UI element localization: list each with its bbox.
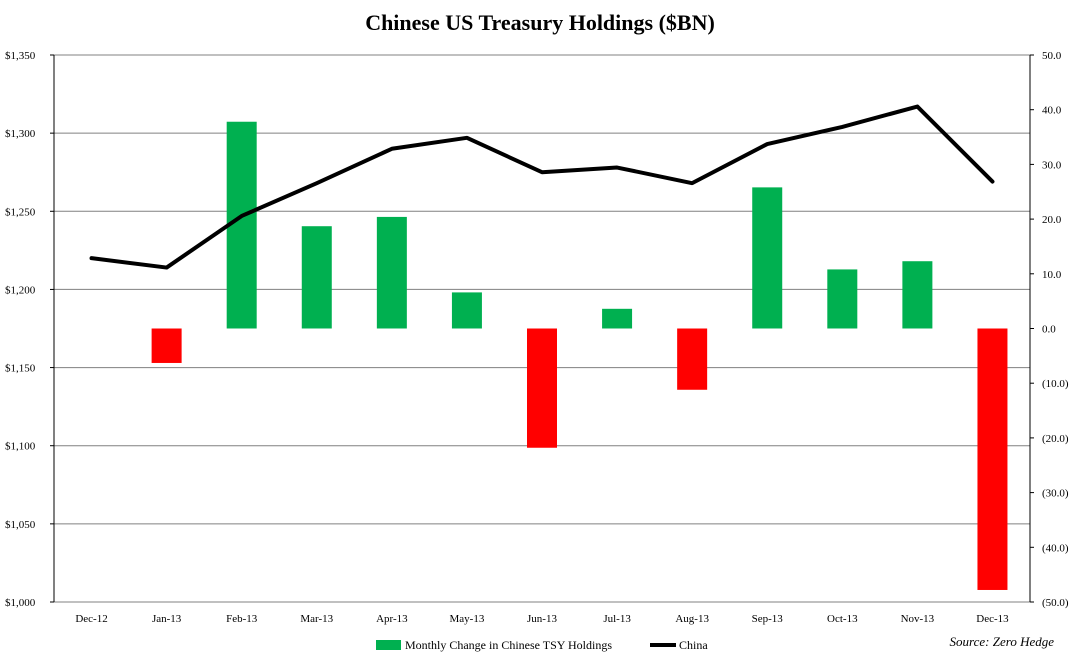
chart-title: Chinese US Treasury Holdings ($BN) bbox=[365, 10, 715, 35]
bar bbox=[977, 328, 1008, 590]
left-tick-label: $1,150 bbox=[5, 363, 36, 375]
x-tick-label: Feb-13 bbox=[226, 613, 258, 625]
left-tick-label: $1,000 bbox=[5, 597, 36, 609]
left-tick-label: $1,300 bbox=[5, 128, 36, 140]
left-tick-label: $1,200 bbox=[5, 284, 36, 296]
left-tick-label: $1,250 bbox=[5, 206, 36, 218]
x-tick-label: Mar-13 bbox=[300, 613, 333, 625]
x-tick-label: Dec-12 bbox=[75, 613, 107, 625]
right-tick-label: 40.0 bbox=[1042, 105, 1062, 117]
x-tick-label: Nov-13 bbox=[901, 613, 935, 625]
right-tick-label: (30.0) bbox=[1042, 488, 1069, 500]
right-tick-label: 20.0 bbox=[1042, 214, 1062, 226]
right-tick-label: 50.0 bbox=[1042, 50, 1062, 62]
bar bbox=[827, 269, 858, 329]
left-tick-label: $1,350 bbox=[5, 50, 36, 62]
x-tick-label: Jul-13 bbox=[603, 613, 631, 625]
x-tick-label: Jun-13 bbox=[527, 613, 557, 625]
source-note: Source: Zero Hedge bbox=[949, 634, 1054, 649]
legend-label-line: China bbox=[679, 638, 708, 652]
right-tick-label: 30.0 bbox=[1042, 159, 1062, 171]
right-tick-label: 0.0 bbox=[1042, 324, 1056, 336]
x-tick-label: Apr-13 bbox=[376, 613, 408, 625]
right-tick-label: (40.0) bbox=[1042, 542, 1069, 554]
legend-swatch-bars bbox=[376, 640, 401, 650]
series-line-china bbox=[89, 104, 995, 270]
x-tick-label: Aug-13 bbox=[675, 613, 709, 625]
x-tick-label: Oct-13 bbox=[827, 613, 858, 625]
bar bbox=[451, 292, 482, 329]
right-tick-label: 10.0 bbox=[1042, 269, 1062, 281]
x-tick-label: Jan-13 bbox=[152, 613, 182, 625]
bar bbox=[376, 216, 407, 329]
right-tick-label: (20.0) bbox=[1042, 433, 1069, 445]
bar bbox=[902, 261, 933, 329]
right-tick-label: (10.0) bbox=[1042, 378, 1069, 390]
bar bbox=[301, 226, 332, 329]
legend-label-bars: Monthly Change in Chinese TSY Holdings bbox=[405, 638, 612, 652]
left-tick-label: $1,100 bbox=[5, 441, 36, 453]
x-tick-label: Sep-13 bbox=[752, 613, 784, 625]
bar bbox=[527, 328, 557, 448]
bar bbox=[752, 187, 783, 329]
bar bbox=[677, 328, 708, 390]
right-tick-label: (50.0) bbox=[1042, 597, 1069, 609]
x-tick-label: Dec-13 bbox=[976, 613, 1009, 625]
left-tick-label: $1,050 bbox=[5, 519, 36, 531]
bar bbox=[151, 328, 182, 363]
x-tick-label: May-13 bbox=[450, 613, 485, 625]
bar bbox=[602, 308, 633, 329]
